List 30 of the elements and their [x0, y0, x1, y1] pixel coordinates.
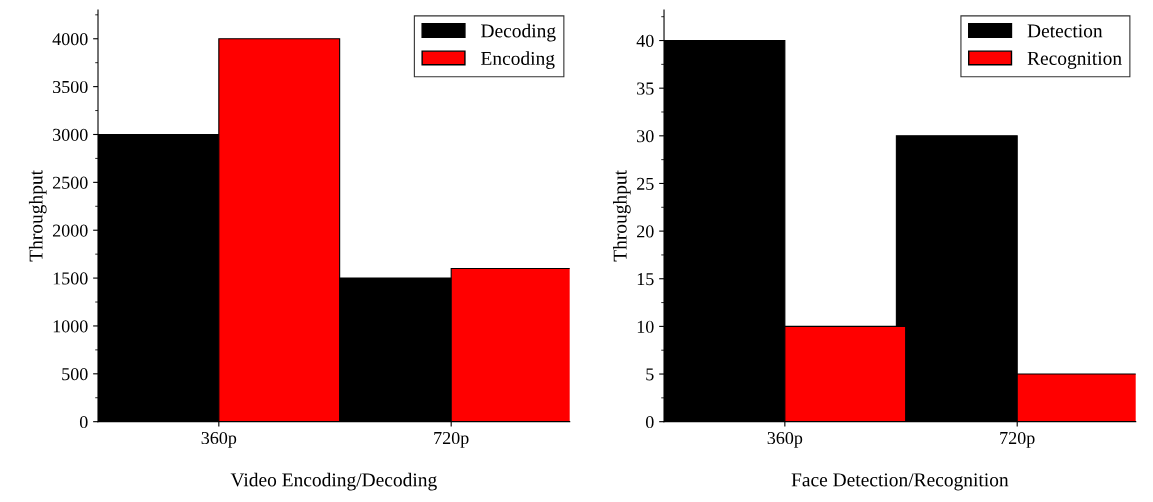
legend-label: Recognition: [1027, 51, 1122, 69]
y-tick-label: 25: [637, 177, 654, 190]
y-tick-label: 20: [637, 225, 654, 238]
y-axis-title: Throughput: [613, 170, 631, 262]
x-tick-label: 360p: [201, 431, 237, 448]
y-axis-title: Throughput: [28, 170, 47, 262]
y-tick-label: 3500: [53, 80, 88, 94]
x-axis-title: Face Detection/Recognition: [791, 473, 1009, 491]
y-tick-label: 5: [646, 368, 654, 381]
y-tick-label: 2000: [52, 224, 88, 237]
y-tick-label: 1000: [53, 320, 88, 333]
y-tick-label: 4000: [52, 33, 88, 46]
legend-label: Detection: [1027, 24, 1103, 38]
y-tick-label: 35: [637, 82, 654, 95]
y-tick-label: 500: [62, 368, 88, 381]
legend-label: Decoding: [481, 23, 556, 42]
y-tick-label: 40: [636, 34, 654, 47]
y-tick-label: 1500: [53, 272, 88, 285]
legend-label: Encoding: [481, 51, 555, 69]
y-tick-label: 10: [637, 320, 654, 333]
y-tick-label: 0: [79, 415, 88, 429]
x-tick-label: 720p: [434, 431, 469, 448]
y-tick-label: 2500: [52, 176, 88, 189]
y-tick-label: 0: [645, 415, 654, 429]
x-axis-title: Video Encoding/Decoding: [230, 472, 437, 491]
y-tick-label: 3000: [53, 128, 88, 141]
x-tick-label: 720p: [1000, 431, 1035, 448]
x-tick-label: 360p: [767, 431, 803, 448]
y-tick-label: 30: [637, 130, 654, 143]
y-tick-label: 15: [637, 273, 654, 286]
